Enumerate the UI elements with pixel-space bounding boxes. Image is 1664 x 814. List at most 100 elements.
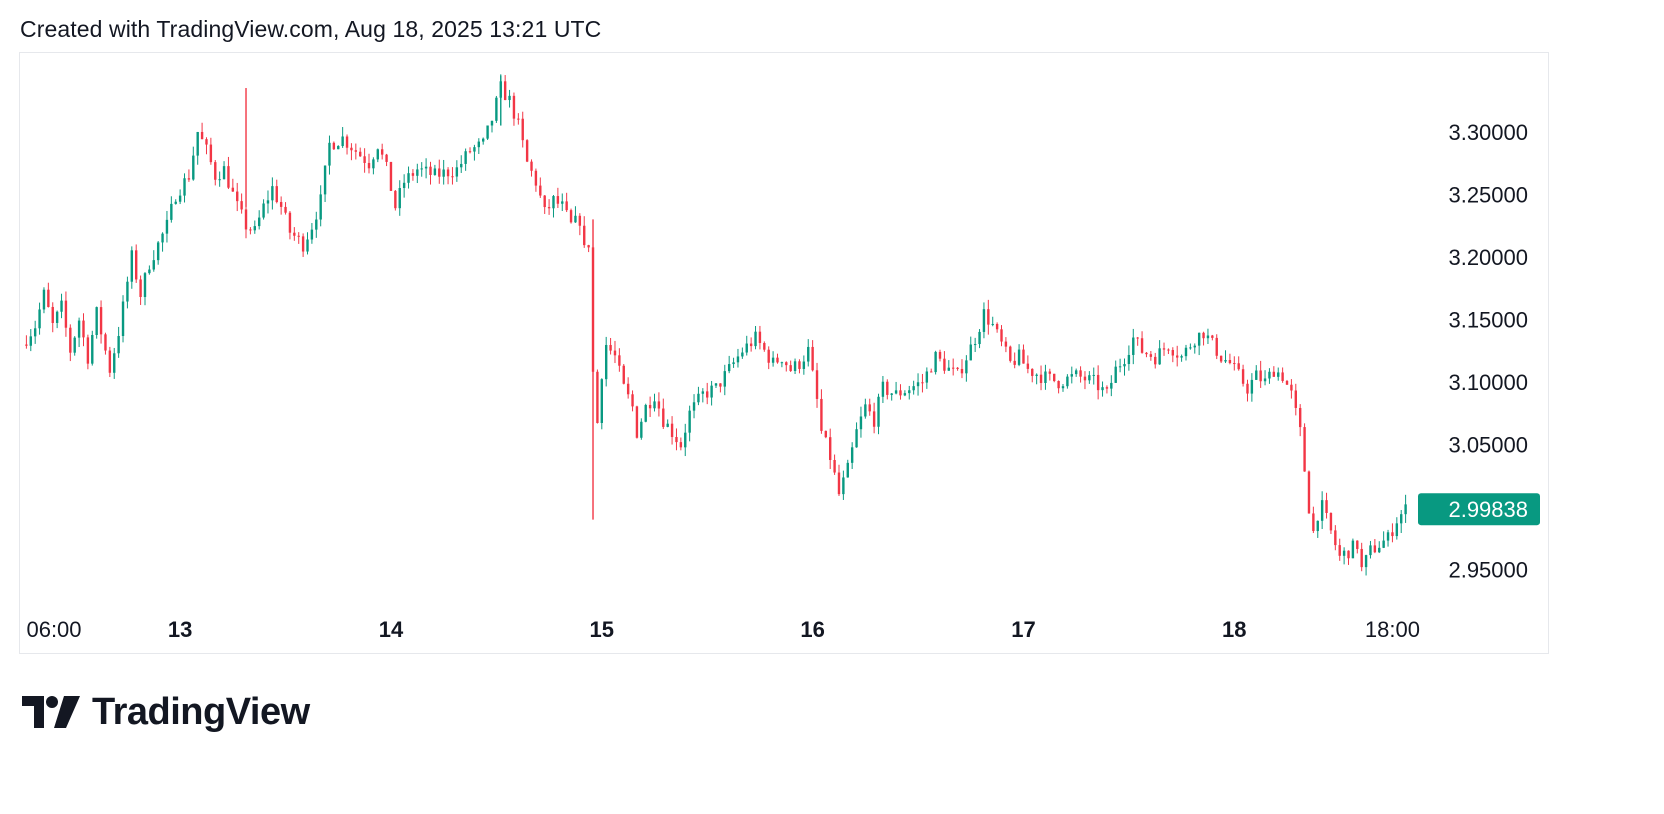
candle bbox=[697, 386, 700, 406]
candle bbox=[565, 192, 568, 213]
candle bbox=[367, 153, 371, 174]
candle bbox=[1035, 373, 1038, 385]
candle bbox=[1202, 331, 1205, 346]
candle bbox=[951, 358, 955, 376]
candle bbox=[754, 325, 757, 350]
tradingview-brand[interactable]: TradingView bbox=[22, 690, 310, 734]
candle bbox=[859, 406, 863, 438]
candle bbox=[55, 310, 59, 329]
candle bbox=[789, 360, 792, 372]
candle bbox=[644, 403, 647, 423]
candle bbox=[156, 240, 160, 265]
candle bbox=[670, 416, 674, 445]
candle bbox=[402, 174, 406, 198]
candle bbox=[38, 302, 41, 335]
candle bbox=[1004, 337, 1008, 353]
candle bbox=[1167, 348, 1170, 355]
candle bbox=[99, 300, 103, 344]
candle bbox=[1189, 343, 1192, 350]
candle bbox=[877, 393, 880, 435]
candle bbox=[420, 162, 423, 177]
candle bbox=[218, 171, 221, 187]
candle bbox=[174, 199, 177, 205]
candle bbox=[1320, 491, 1324, 530]
candle bbox=[398, 180, 401, 216]
candle bbox=[982, 302, 986, 339]
candle bbox=[846, 459, 849, 478]
candle bbox=[771, 351, 775, 367]
candle bbox=[978, 329, 981, 349]
candle bbox=[1118, 358, 1122, 373]
last-price-tag-bg bbox=[1418, 493, 1540, 526]
candle bbox=[1136, 336, 1139, 346]
candle bbox=[758, 325, 762, 350]
candle bbox=[297, 232, 300, 244]
candle bbox=[991, 316, 994, 327]
candle bbox=[947, 360, 950, 371]
brand-name: TradingView bbox=[92, 690, 310, 733]
candle bbox=[1193, 343, 1196, 354]
candle bbox=[631, 390, 634, 412]
candle bbox=[178, 189, 182, 205]
candle bbox=[710, 380, 713, 406]
candle bbox=[25, 335, 28, 349]
candle bbox=[192, 146, 195, 181]
candle bbox=[622, 364, 625, 385]
candle bbox=[908, 385, 911, 400]
candle bbox=[657, 392, 661, 417]
price-tick-label: 3.05000 bbox=[1448, 433, 1528, 458]
candle bbox=[460, 155, 463, 173]
candle bbox=[42, 287, 46, 314]
candle bbox=[244, 202, 248, 239]
candle bbox=[108, 346, 112, 378]
candle bbox=[745, 335, 748, 356]
candle bbox=[359, 147, 362, 157]
candle bbox=[51, 302, 54, 333]
candle bbox=[345, 134, 349, 155]
candle bbox=[1303, 423, 1306, 472]
candle bbox=[1061, 383, 1065, 392]
candle bbox=[574, 206, 577, 223]
candle bbox=[310, 223, 314, 244]
candle bbox=[1325, 492, 1328, 519]
candle bbox=[626, 377, 630, 399]
candle bbox=[1096, 365, 1100, 400]
candle bbox=[33, 320, 37, 344]
candle bbox=[811, 340, 814, 372]
candle bbox=[372, 157, 375, 175]
candle bbox=[508, 89, 511, 108]
candle bbox=[543, 195, 546, 214]
candle bbox=[468, 147, 472, 154]
candle bbox=[253, 220, 256, 234]
time-tick-label: 15 bbox=[590, 617, 614, 642]
chart-panel[interactable]: 3.30000 3.25000 3.20000 3.15000 3.10000 3.050… bbox=[19, 52, 1549, 654]
candle bbox=[1382, 531, 1385, 549]
candle bbox=[1000, 325, 1003, 347]
price-axis[interactable]: 3.30000 3.25000 3.20000 3.15000 3.10000 3.050… bbox=[1448, 120, 1528, 583]
candle bbox=[1312, 506, 1315, 534]
candle bbox=[1268, 368, 1271, 384]
candle bbox=[301, 233, 305, 257]
candle bbox=[934, 350, 937, 375]
time-tick-label: 06:00 bbox=[26, 617, 81, 642]
time-axis[interactable]: 06:00 13 14 15 16 17 18 18:00 bbox=[26, 617, 1419, 642]
candle bbox=[477, 138, 481, 154]
candle bbox=[214, 160, 217, 186]
candlestick-chart[interactable]: 3.30000 3.25000 3.20000 3.15000 3.10000 3.050… bbox=[20, 53, 1550, 655]
candle bbox=[1215, 334, 1218, 360]
candle bbox=[1088, 371, 1091, 384]
candle bbox=[1140, 331, 1144, 354]
candle bbox=[1009, 345, 1012, 363]
candle bbox=[1092, 367, 1095, 385]
candle bbox=[587, 244, 590, 253]
candle bbox=[1079, 366, 1082, 383]
candle bbox=[323, 165, 327, 203]
candle bbox=[1255, 365, 1258, 380]
candle bbox=[1158, 340, 1161, 365]
candle bbox=[1250, 373, 1254, 402]
candle bbox=[837, 464, 841, 496]
candle bbox=[1149, 351, 1153, 361]
candle bbox=[455, 160, 459, 182]
candle bbox=[1219, 355, 1223, 364]
candle bbox=[1127, 345, 1131, 371]
